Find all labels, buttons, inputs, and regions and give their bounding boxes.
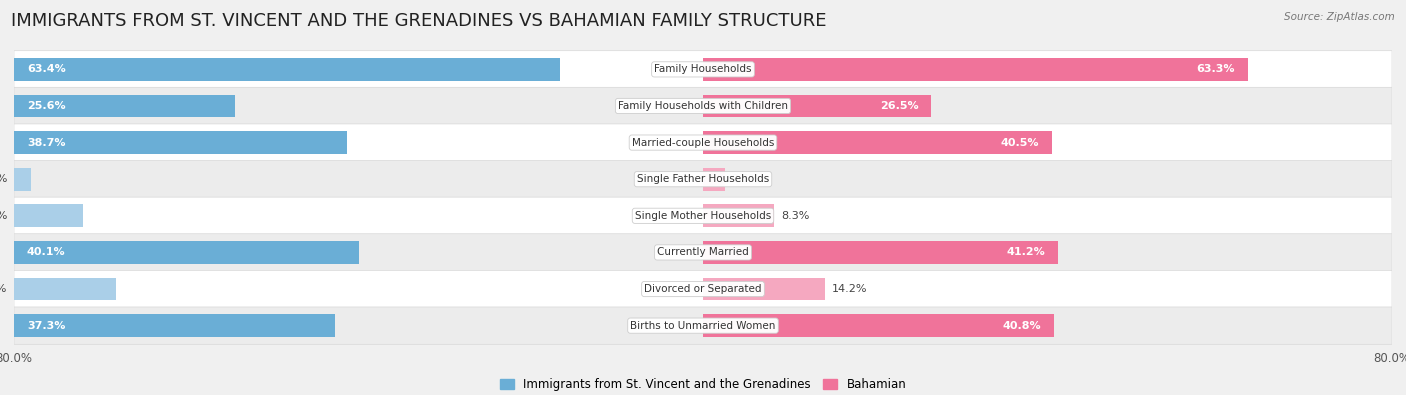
- Text: Single Mother Households: Single Mother Households: [636, 211, 770, 221]
- Bar: [14, 58, 560, 81]
- Text: 40.1%: 40.1%: [27, 247, 66, 258]
- FancyBboxPatch shape: [14, 234, 1392, 271]
- Text: 40.5%: 40.5%: [1000, 137, 1039, 148]
- Bar: [703, 168, 724, 190]
- Bar: [703, 95, 931, 117]
- Text: Divorced or Separated: Divorced or Separated: [644, 284, 762, 294]
- Text: Births to Unmarried Women: Births to Unmarried Women: [630, 321, 776, 331]
- Text: 26.5%: 26.5%: [880, 101, 918, 111]
- Text: Currently Married: Currently Married: [657, 247, 749, 258]
- Bar: [14, 278, 115, 300]
- Text: 25.6%: 25.6%: [27, 101, 66, 111]
- Text: 41.2%: 41.2%: [1007, 247, 1045, 258]
- Text: Married-couple Households: Married-couple Households: [631, 137, 775, 148]
- Bar: [703, 131, 1052, 154]
- Bar: [14, 131, 347, 154]
- Bar: [14, 314, 335, 337]
- Text: 37.3%: 37.3%: [27, 321, 65, 331]
- Text: 8.3%: 8.3%: [782, 211, 810, 221]
- Bar: [703, 205, 775, 227]
- Text: 2.5%: 2.5%: [731, 174, 759, 184]
- FancyBboxPatch shape: [14, 87, 1392, 125]
- Text: IMMIGRANTS FROM ST. VINCENT AND THE GRENADINES VS BAHAMIAN FAMILY STRUCTURE: IMMIGRANTS FROM ST. VINCENT AND THE GREN…: [11, 12, 827, 30]
- Bar: [703, 241, 1057, 264]
- FancyBboxPatch shape: [14, 270, 1392, 308]
- Text: 14.2%: 14.2%: [832, 284, 868, 294]
- Text: 11.8%: 11.8%: [0, 284, 7, 294]
- Bar: [703, 58, 1249, 81]
- Text: 63.3%: 63.3%: [1197, 64, 1236, 74]
- Text: 8.0%: 8.0%: [0, 211, 7, 221]
- Text: 2.0%: 2.0%: [0, 174, 7, 184]
- Bar: [703, 278, 825, 300]
- FancyBboxPatch shape: [14, 307, 1392, 344]
- Text: 40.8%: 40.8%: [1002, 321, 1042, 331]
- Bar: [14, 95, 235, 117]
- FancyBboxPatch shape: [14, 197, 1392, 235]
- Text: Single Father Households: Single Father Households: [637, 174, 769, 184]
- Text: 63.4%: 63.4%: [27, 64, 66, 74]
- Text: 38.7%: 38.7%: [27, 137, 66, 148]
- Bar: [14, 205, 83, 227]
- Bar: [14, 241, 360, 264]
- Bar: [14, 168, 31, 190]
- Bar: [703, 314, 1054, 337]
- FancyBboxPatch shape: [14, 160, 1392, 198]
- Legend: Immigrants from St. Vincent and the Grenadines, Bahamian: Immigrants from St. Vincent and the Gren…: [495, 373, 911, 395]
- FancyBboxPatch shape: [14, 51, 1392, 88]
- Text: Family Households: Family Households: [654, 64, 752, 74]
- Text: Family Households with Children: Family Households with Children: [619, 101, 787, 111]
- FancyBboxPatch shape: [14, 124, 1392, 161]
- Text: Source: ZipAtlas.com: Source: ZipAtlas.com: [1284, 12, 1395, 22]
